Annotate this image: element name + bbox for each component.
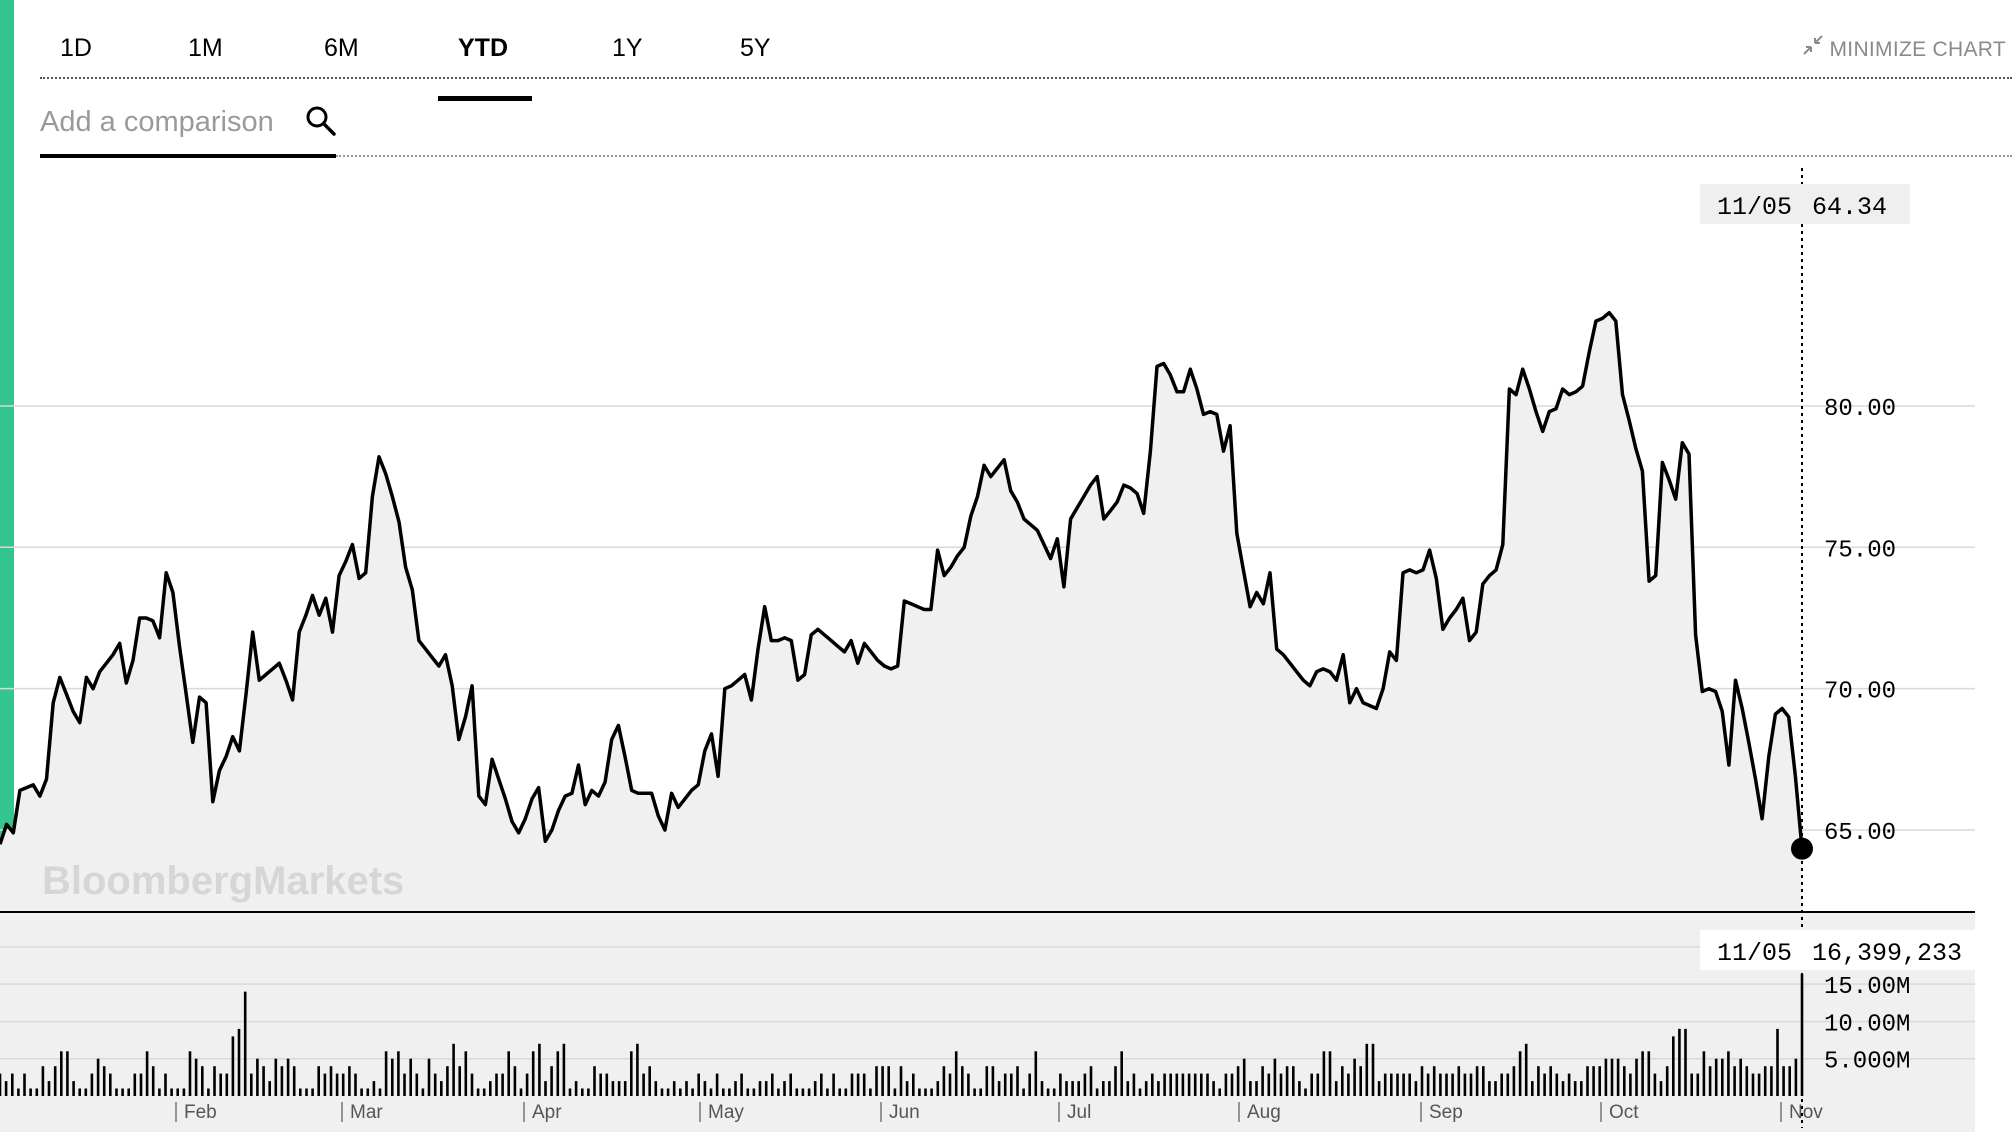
volume-tick-label: 5.000M	[1824, 1049, 1910, 1076]
watermark: BloombergMarkets	[42, 859, 404, 903]
minimize-arrows-icon	[1802, 34, 1824, 62]
volume-readout-date: 11/05	[1717, 939, 1792, 968]
price-area-fill	[0, 312, 1802, 912]
date-tick-label: Nov	[1789, 1102, 1823, 1123]
minimize-chart-label: MINIMIZE CHART	[1829, 38, 2006, 61]
active-tab-underline	[438, 96, 532, 101]
date-tick-label: Mar	[350, 1102, 383, 1123]
tabs-divider	[40, 77, 2012, 79]
last-price-marker[interactable]	[1791, 837, 1813, 860]
range-tabs: 1D 1M 6M YTD 1Y 5Y	[40, 24, 2012, 101]
price-readout-date: 11/05	[1717, 193, 1792, 222]
search-divider	[336, 155, 2012, 157]
volume-readout-value: 16,399,233	[1812, 939, 1962, 968]
date-tick-label: Aug	[1247, 1102, 1281, 1123]
date-tick-label: Apr	[532, 1102, 562, 1123]
tab-1d[interactable]: 1D	[60, 34, 92, 62]
price-series-line	[0, 310, 1804, 849]
date-tick-label: Oct	[1609, 1102, 1639, 1123]
price-axis: 65.00 70.00 75.00 80.00	[1824, 396, 1896, 847]
volume-gridlines	[0, 946, 1975, 1060]
tab-1m[interactable]: 1M	[188, 34, 223, 62]
date-tick-label: Sep	[1429, 1102, 1463, 1123]
comparison-search	[40, 96, 336, 158]
date-tick-label: May	[708, 1102, 744, 1123]
volume-axis: 5.000M 10.00M 15.00M	[1824, 974, 1910, 1076]
search-icon[interactable]	[304, 104, 338, 138]
price-chart[interactable]: 65.00 70.00 75.00 80.00 BloombergMarkets 5.…	[0, 160, 2016, 1132]
price-tick-label: 80.00	[1824, 396, 1896, 423]
tab-1y[interactable]: 1Y	[612, 34, 643, 62]
volume-tick-label: 10.00M	[1824, 1011, 1910, 1038]
minimize-chart-button[interactable]: MINIMIZE CHART	[1802, 34, 2006, 62]
date-tick-label: Feb	[184, 1102, 217, 1123]
tab-5y[interactable]: 5Y	[740, 34, 771, 62]
volume-readout: 11/05 16,399,233	[1700, 930, 1992, 970]
comparison-search-input[interactable]	[40, 96, 290, 148]
tab-ytd[interactable]: YTD	[458, 34, 508, 62]
price-readout: 11/05 64.34	[1700, 184, 1910, 224]
price-tick-label: 70.00	[1824, 679, 1896, 706]
date-tick-label: Jun	[889, 1102, 920, 1123]
date-tick-label: Jul	[1067, 1102, 1091, 1123]
tab-6m[interactable]: 6M	[324, 34, 359, 62]
date-axis: Feb Mar Apr May Jun Jul Aug Sep Oct Nov	[175, 1102, 1823, 1123]
volume-tick-label: 15.00M	[1824, 974, 1910, 1001]
price-readout-value: 64.34	[1812, 193, 1887, 222]
price-tick-label: 75.00	[1824, 537, 1896, 564]
price-tick-label: 65.00	[1824, 820, 1896, 847]
